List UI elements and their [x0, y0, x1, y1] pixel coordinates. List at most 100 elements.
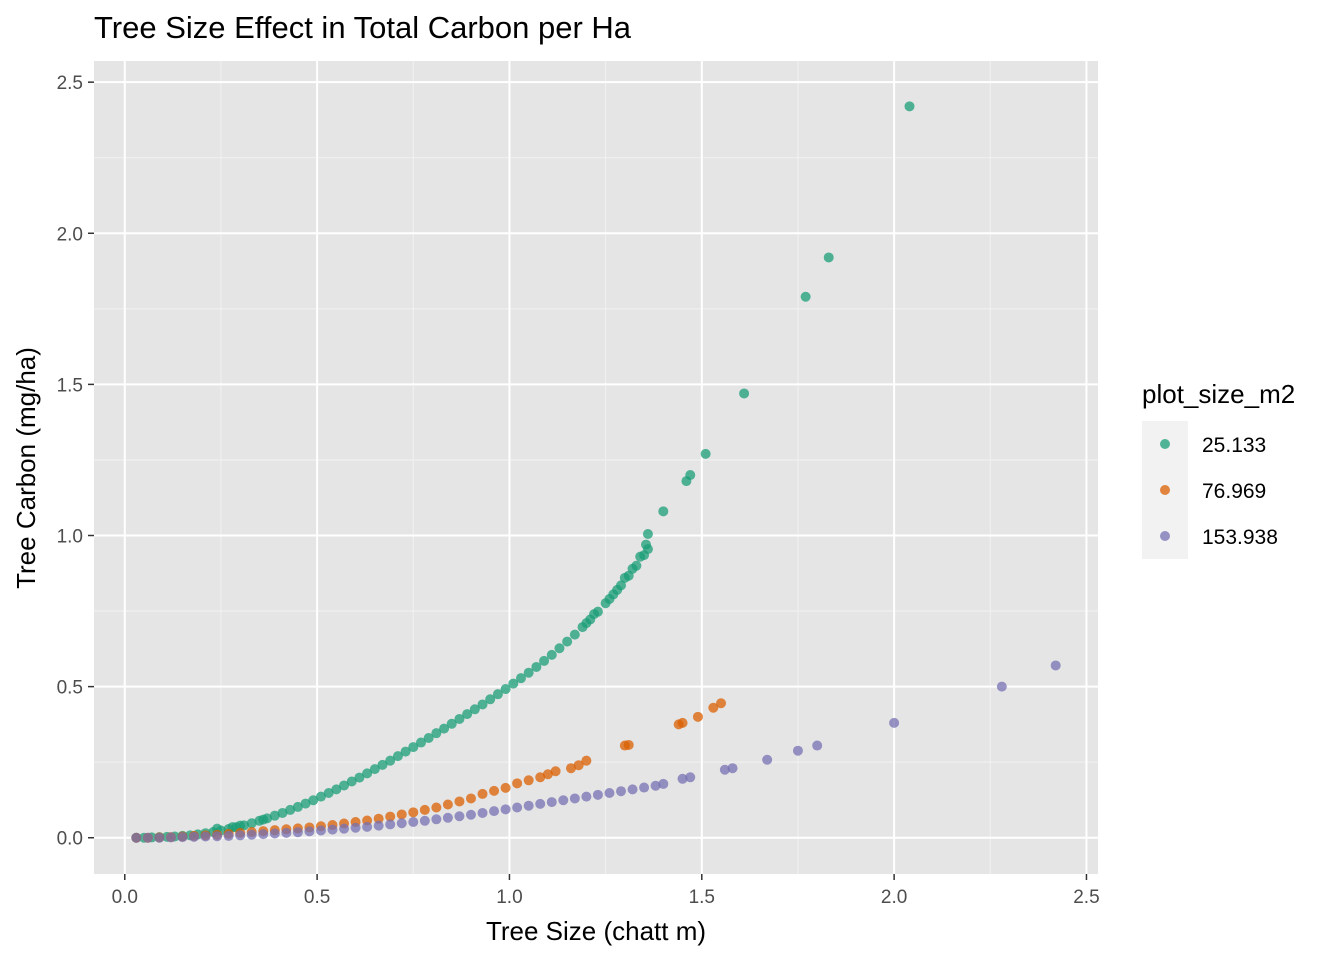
data-point [454, 713, 465, 724]
data-point [500, 804, 511, 815]
data-point [685, 470, 696, 481]
data-point [354, 772, 365, 783]
data-point [565, 763, 576, 774]
data-point [377, 759, 388, 770]
data-point [792, 745, 803, 756]
plot-panel [94, 61, 1098, 874]
data-point [396, 818, 407, 829]
x-tick-label: 0.0 [112, 887, 138, 908]
data-point [581, 618, 592, 629]
data-point [281, 827, 292, 838]
y-tick-label: 0.0 [57, 829, 83, 850]
major-gridlines [94, 61, 1098, 874]
data-point [727, 763, 738, 774]
data-point [523, 800, 534, 811]
data-point [442, 812, 453, 823]
data-point [165, 832, 176, 843]
data-point [823, 252, 834, 263]
y-tick-label: 0.5 [57, 678, 83, 699]
data-points [131, 101, 1061, 843]
data-point [462, 709, 473, 720]
data-point [235, 830, 246, 841]
data-point [346, 776, 357, 787]
x-tick-label: 2.5 [1073, 887, 1099, 908]
data-point [539, 655, 550, 666]
data-point [177, 832, 188, 843]
data-point [269, 828, 280, 839]
data-point [385, 811, 396, 822]
data-point [550, 766, 561, 777]
data-point [446, 718, 457, 729]
data-point [639, 782, 650, 793]
legend-title: plot_size_m2 [1142, 379, 1295, 409]
data-point [692, 711, 703, 722]
y-tick-label: 2.0 [57, 224, 83, 245]
data-point [258, 829, 269, 840]
data-point [408, 817, 419, 828]
data-point [269, 810, 280, 821]
data-point [315, 791, 326, 802]
data-point [323, 788, 334, 799]
data-point [562, 636, 573, 647]
data-point [246, 829, 257, 840]
data-point [700, 448, 711, 459]
data-point [535, 772, 546, 783]
x-tick-label: 2.0 [881, 887, 907, 908]
x-tick-label: 1.5 [689, 887, 715, 908]
data-point [442, 799, 453, 810]
data-point [889, 717, 900, 728]
data-point [658, 778, 669, 789]
data-point [431, 728, 442, 739]
data-point [573, 760, 584, 771]
data-point [512, 802, 523, 813]
data-point [996, 681, 1007, 692]
legend-label-3: 153.938 [1202, 526, 1278, 549]
x-tick-label: 0.5 [304, 887, 330, 908]
data-point [385, 819, 396, 830]
data-point [392, 751, 403, 762]
data-point [489, 785, 500, 796]
data-point [315, 825, 326, 836]
data-point [677, 773, 688, 784]
data-point [685, 772, 696, 783]
data-point [454, 796, 465, 807]
data-point [489, 806, 500, 817]
data-point [642, 528, 653, 539]
legend-label-1: 25.133 [1202, 434, 1266, 457]
data-point [465, 793, 476, 804]
data-point [523, 775, 534, 786]
data-point [246, 818, 257, 829]
data-point [635, 551, 646, 562]
data-point [477, 699, 488, 710]
data-point [515, 673, 526, 684]
data-point [641, 539, 652, 550]
data-point [331, 784, 342, 795]
data-point [739, 388, 750, 399]
data-point [292, 827, 303, 838]
data-point [716, 698, 727, 709]
data-point [477, 807, 488, 818]
data-point [327, 824, 338, 835]
x-axis-title: Tree Size (chatt m) [486, 916, 706, 946]
legend-key-2 [1160, 485, 1170, 495]
data-point [369, 764, 380, 775]
data-point [308, 795, 319, 806]
data-point [581, 755, 592, 766]
data-point [235, 820, 246, 831]
data-point [304, 826, 315, 837]
data-point [616, 786, 627, 797]
data-point [385, 755, 396, 766]
data-point [419, 804, 430, 815]
data-point [400, 746, 411, 757]
data-point [454, 811, 465, 822]
data-point [485, 694, 496, 705]
data-point [477, 788, 488, 799]
legend-key-1 [1160, 439, 1170, 449]
data-point [569, 793, 580, 804]
data-point [531, 661, 542, 672]
y-tick-label: 1.0 [57, 527, 83, 548]
data-point [431, 814, 442, 825]
data-point [535, 798, 546, 809]
data-point [812, 740, 823, 751]
